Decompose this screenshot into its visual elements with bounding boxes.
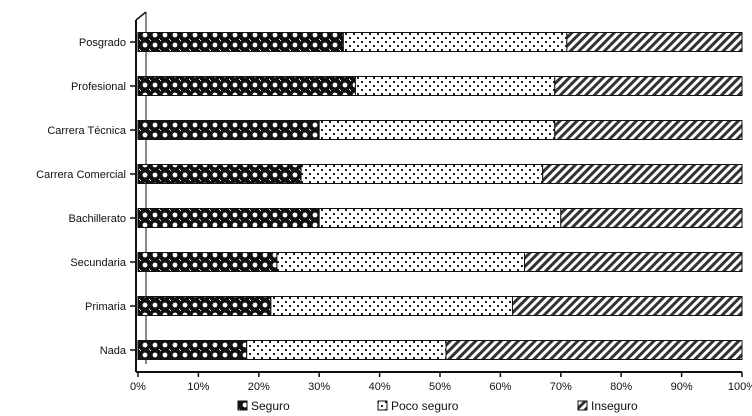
- bar-segment-poco-seguro-nada: [246, 340, 447, 360]
- category-labels: Nada Primaria Secundaria Bachillerato Carrer…: [36, 37, 127, 357]
- x-tick-label-50: 50%: [429, 381, 451, 393]
- bar-segment-seguro-posgrado: [137, 32, 344, 52]
- category-label-primaria: Primaria: [85, 301, 127, 313]
- bar-segment-poco-seguro-carrera-comercial: [300, 164, 544, 184]
- bar-segment-poco-seguro-secundaria: [276, 252, 526, 272]
- category-label-bachillerato: Bachillerato: [69, 213, 126, 225]
- x-tick-label-100: 100%: [728, 381, 752, 393]
- bar-segment-inseguro-nada: [445, 340, 743, 360]
- x-tick-label-10: 10%: [187, 381, 209, 393]
- bar-segment-seguro-primaria: [137, 296, 272, 316]
- legend-label-poco-seguro: Poco seguro: [391, 399, 459, 413]
- axes: [130, 11, 742, 373]
- legend-label-seguro: Seguro: [251, 399, 290, 413]
- bar-segment-seguro-carrera-tecnica: [137, 120, 320, 140]
- bar-segment-inseguro-bachillerato: [560, 208, 743, 228]
- category-label-profesional: Profesional: [71, 81, 126, 93]
- category-label-carrera-tecnica: Carrera Técnica: [47, 125, 127, 137]
- bar-segment-poco-seguro-profesional: [354, 76, 556, 96]
- bar-segment-inseguro-carrera-comercial: [542, 164, 743, 184]
- legend-item-inseguro: Inseguro: [577, 399, 638, 413]
- legend-swatch-inseguro: [577, 400, 588, 411]
- legend-item-seguro: Seguro: [237, 399, 290, 413]
- category-label-secundaria: Secundaria: [70, 257, 127, 269]
- legend-item-poco-seguro: Poco seguro: [377, 399, 459, 413]
- legend-swatch-poco-seguro: [377, 400, 388, 411]
- bar-segment-poco-seguro-primaria: [270, 296, 513, 316]
- bar-segment-seguro-bachillerato: [137, 208, 320, 228]
- x-tick-label-70: 70%: [550, 381, 572, 393]
- category-label-carrera-comercial: Carrera Comercial: [36, 169, 126, 181]
- x-tick-label-80: 80%: [610, 381, 632, 393]
- bar-segment-seguro-carrera-comercial: [137, 164, 302, 184]
- x-tick-label-60: 60%: [489, 381, 511, 393]
- bar-segment-inseguro-secundaria: [524, 252, 743, 272]
- x-tick-label-30: 30%: [308, 381, 330, 393]
- x-axis-ticks: 0% 10% 20% 30% 40% 50% 60% 70% 80% 90% 100%: [130, 372, 752, 393]
- bar-segment-inseguro-posgrado: [566, 32, 743, 52]
- bar-segment-poco-seguro-carrera-tecnica: [318, 120, 556, 140]
- bar-segment-poco-seguro-posgrado: [342, 32, 568, 52]
- bar-segment-seguro-secundaria: [137, 252, 278, 272]
- legend: Seguro Poco seguro Inseguro: [237, 399, 638, 413]
- legend-label-inseguro: Inseguro: [591, 399, 638, 413]
- bar-segment-poco-seguro-bachillerato: [318, 208, 562, 228]
- category-label-nada: Nada: [100, 345, 127, 357]
- bars: [137, 32, 743, 360]
- bar-segment-seguro-profesional: [137, 76, 356, 96]
- bar-segment-inseguro-primaria: [511, 296, 743, 316]
- x-tick-label-0: 0%: [130, 381, 146, 393]
- category-label-posgrado: Posgrado: [79, 37, 126, 49]
- x-tick-label-20: 20%: [248, 381, 270, 393]
- legend-swatch-seguro: [237, 400, 248, 411]
- bar-segment-inseguro-profesional: [554, 76, 743, 96]
- x-tick-label-90: 90%: [671, 381, 693, 393]
- x-tick-label-40: 40%: [369, 381, 391, 393]
- bar-segment-inseguro-carrera-tecnica: [554, 120, 743, 140]
- axis-depth-line: [135, 11, 147, 21]
- bar-segment-seguro-nada: [137, 340, 248, 360]
